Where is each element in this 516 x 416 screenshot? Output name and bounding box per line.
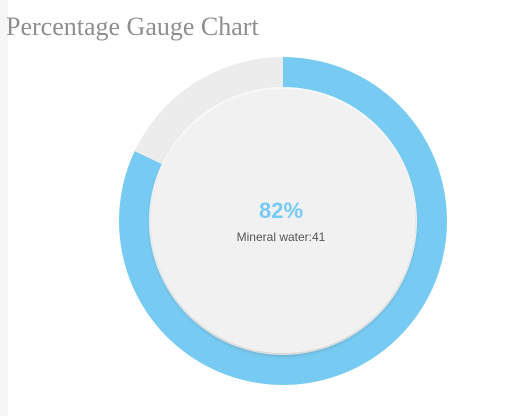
- left-panel-edge: [0, 0, 8, 416]
- gauge-percent-label: 82%: [259, 198, 303, 223]
- gauge-track: [134, 57, 283, 164]
- gauge-series-label: Mineral water:41: [237, 230, 326, 244]
- gauge-inner-disc: [151, 89, 415, 353]
- page-title: Percentage Gauge Chart: [6, 12, 259, 41]
